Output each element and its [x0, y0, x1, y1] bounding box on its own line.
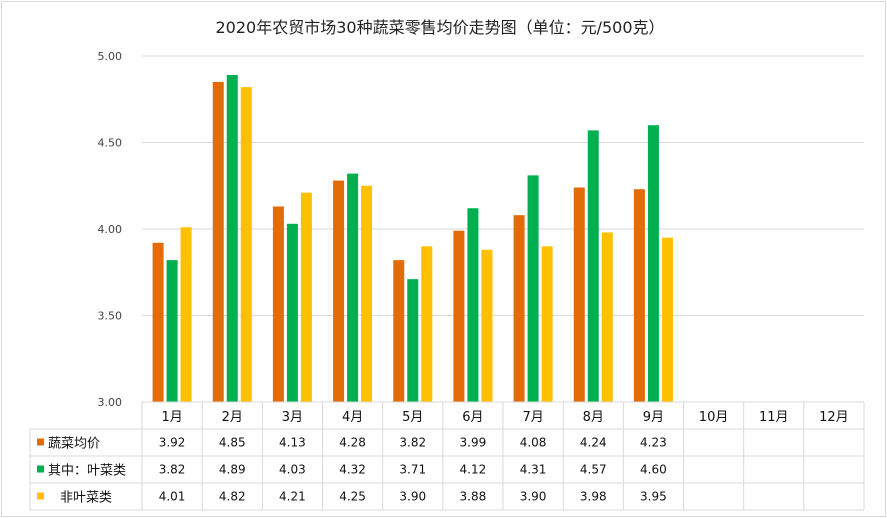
bar: [661, 237, 673, 402]
y-tick-label: 4.00: [98, 223, 123, 236]
data-label: 3.98: [580, 490, 607, 504]
bar: [541, 246, 553, 402]
category-label: 10月: [699, 410, 729, 425]
bar: [166, 260, 178, 402]
bar: [601, 232, 613, 402]
category-label: 6月: [462, 410, 483, 425]
category-label: 7月: [522, 410, 543, 425]
data-label: 4.01: [159, 490, 186, 504]
legend-label: 蔬菜均价: [48, 437, 100, 452]
bar: [361, 185, 373, 402]
grid: 3.00 3.50 4.00 4.50 5.00: [98, 50, 864, 409]
category-label: 12月: [819, 410, 849, 425]
data-label: 3.82: [399, 436, 426, 450]
bar: [513, 215, 525, 402]
data-label: 3.95: [640, 490, 667, 504]
bar: [333, 180, 345, 402]
y-tick-label: 5.00: [98, 50, 123, 63]
data-label: 4.82: [219, 490, 246, 504]
bar: [647, 125, 659, 402]
y-tick-label: 4.50: [98, 137, 123, 150]
bar: [286, 223, 298, 402]
category-label: 1月: [161, 410, 182, 425]
legend-key: [37, 492, 44, 500]
bar: [347, 173, 359, 402]
bar: [226, 75, 238, 402]
data-label: 4.32: [339, 463, 366, 477]
data-label: 4.57: [580, 463, 607, 477]
bar: [467, 208, 479, 402]
legend-key: [37, 465, 44, 473]
data-label: 4.25: [339, 490, 366, 504]
bars: [152, 75, 673, 402]
category-label: 8月: [583, 410, 604, 425]
category-label: 5月: [402, 410, 423, 425]
data-label: 4.24: [580, 436, 607, 450]
bar: [300, 192, 312, 402]
bar: [633, 189, 645, 402]
bar: [212, 81, 224, 402]
data-label: 3.92: [159, 436, 186, 450]
data-label: 4.85: [219, 436, 246, 450]
data-label: 3.71: [399, 463, 426, 477]
category-label: 2月: [222, 410, 243, 425]
data-label: 4.31: [520, 463, 547, 477]
bar: [573, 187, 585, 402]
bar: [180, 227, 192, 402]
y-tick-label: 3.00: [98, 396, 123, 409]
data-label: 3.82: [159, 463, 186, 477]
category-label: 11月: [759, 410, 789, 425]
bar: [272, 206, 284, 402]
data-label: 4.12: [460, 463, 487, 477]
data-label: 4.28: [339, 436, 366, 450]
data-label: 4.89: [219, 463, 246, 477]
data-label: 4.03: [279, 463, 306, 477]
legend-label: 其中：叶菜类: [48, 464, 126, 479]
bar: [481, 249, 493, 402]
category-label: 3月: [282, 410, 303, 425]
bar: [240, 87, 252, 402]
legend-key: [37, 438, 44, 446]
bar: [421, 246, 433, 402]
data-label: 4.21: [279, 490, 306, 504]
data-label: 3.90: [399, 490, 426, 504]
bar: [587, 130, 599, 402]
category-label: 4月: [342, 410, 363, 425]
data-label: 3.99: [460, 436, 487, 450]
data-label: 4.13: [279, 436, 306, 450]
data-label: 4.60: [640, 463, 667, 477]
data-label: 3.88: [460, 490, 487, 504]
bar: [152, 242, 164, 402]
bar: [407, 279, 419, 402]
bar: [393, 260, 405, 402]
data-label: 4.08: [520, 436, 547, 450]
bar: [527, 175, 539, 402]
y-tick-label: 3.50: [98, 310, 123, 323]
bar: [453, 230, 465, 402]
data-label: 3.90: [520, 490, 547, 504]
legend-label: 非叶菜类: [60, 491, 112, 506]
category-label: 9月: [643, 410, 664, 425]
data-label: 4.23: [640, 436, 667, 450]
chart-title: 2020年农贸市场30种蔬菜零售均价走势图（单位：元/500克）: [215, 18, 664, 37]
